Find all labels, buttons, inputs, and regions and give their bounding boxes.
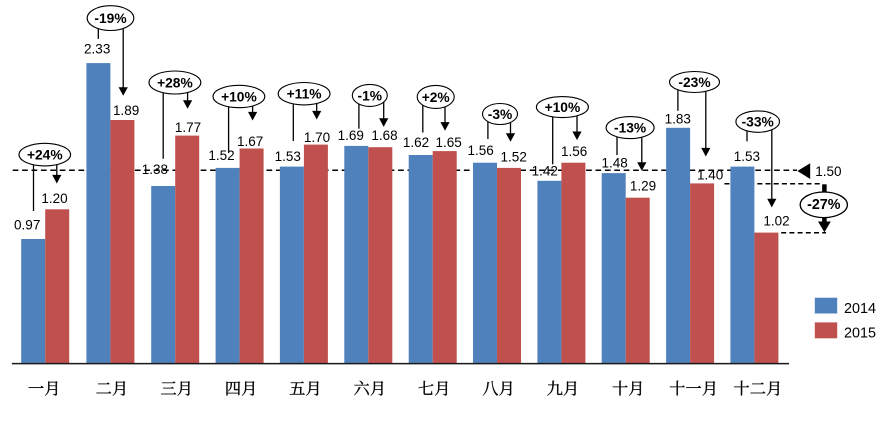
svg-text:-1%: -1% (358, 88, 383, 103)
svg-text:1.02: 1.02 (763, 214, 789, 229)
svg-text:1.38: 1.38 (142, 162, 168, 177)
svg-text:-13%: -13% (614, 121, 646, 136)
svg-text:1.50: 1.50 (815, 164, 841, 179)
svg-text:+11%: +11% (287, 87, 322, 102)
svg-text:-33%: -33% (742, 115, 774, 130)
svg-text:2014: 2014 (844, 301, 876, 317)
svg-text:-3%: -3% (488, 107, 513, 122)
svg-text:1.69: 1.69 (338, 128, 364, 143)
svg-text:+10%: +10% (221, 90, 257, 105)
svg-text:+28%: +28% (157, 76, 193, 91)
svg-text:1.68: 1.68 (371, 128, 397, 143)
svg-text:1.48: 1.48 (601, 155, 627, 170)
svg-text:1.67: 1.67 (237, 134, 263, 149)
svg-text:1.53: 1.53 (275, 149, 301, 164)
svg-text:1.20: 1.20 (41, 191, 67, 206)
svg-text:-23%: -23% (678, 75, 710, 90)
svg-text:1.56: 1.56 (467, 143, 493, 158)
svg-text:1.56: 1.56 (561, 144, 587, 159)
svg-text:2.33: 2.33 (84, 42, 110, 57)
svg-text:1.40: 1.40 (697, 168, 723, 183)
svg-text:1.53: 1.53 (734, 149, 760, 164)
svg-text:0.97: 0.97 (14, 217, 40, 232)
svg-text:1.70: 1.70 (304, 130, 330, 145)
svg-text:-19%: -19% (94, 11, 126, 26)
svg-text:2015: 2015 (844, 326, 876, 342)
svg-text:1.52: 1.52 (208, 148, 234, 163)
svg-text:1.62: 1.62 (403, 135, 429, 150)
svg-text:1.89: 1.89 (113, 103, 139, 118)
svg-text:1.65: 1.65 (435, 135, 461, 150)
svg-text:+2%: +2% (422, 90, 450, 105)
svg-text:+10%: +10% (545, 100, 581, 115)
svg-text:1.77: 1.77 (175, 120, 201, 135)
svg-text:1.83: 1.83 (665, 111, 691, 126)
svg-text:1.52: 1.52 (501, 150, 527, 165)
svg-text:+24%: +24% (27, 148, 63, 163)
svg-text:-27%: -27% (807, 197, 841, 213)
svg-text:1.29: 1.29 (630, 179, 656, 194)
svg-text:1.42: 1.42 (532, 163, 558, 178)
